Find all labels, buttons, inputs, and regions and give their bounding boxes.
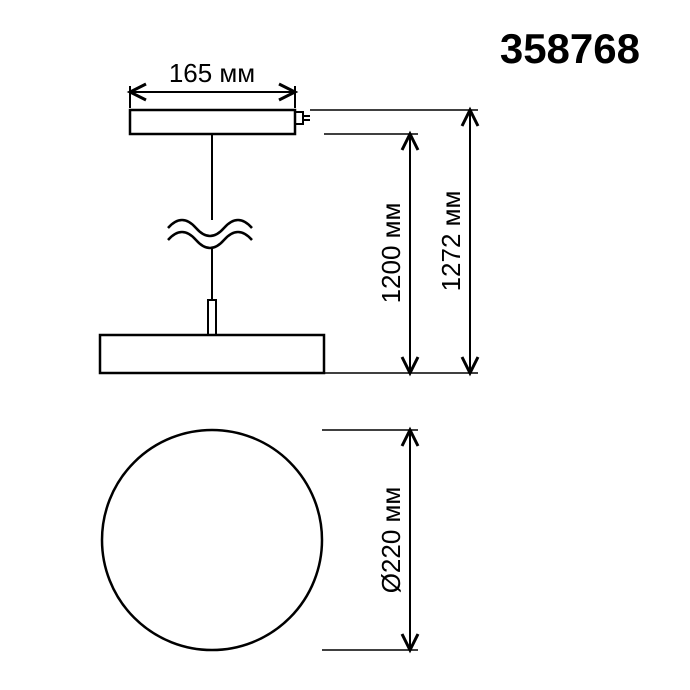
disc-bottom <box>102 430 322 650</box>
label-diameter: Ø220 мм <box>376 487 406 594</box>
disc-side <box>100 335 324 373</box>
technical-drawing: 165 мм 1200 мм <box>0 0 690 690</box>
strain-relief <box>208 300 216 335</box>
label-cable-length: 1200 мм <box>376 203 406 304</box>
dim-mount-width: 165 мм <box>130 58 295 108</box>
dim-diameter: Ø220 мм <box>322 430 418 650</box>
product-code: 358768 <box>500 25 640 73</box>
cable-break <box>168 220 252 248</box>
diagram-container: 358768 165 мм <box>0 0 690 690</box>
ceiling-mount <box>130 110 310 134</box>
label-total-height: 1272 мм <box>436 191 466 292</box>
label-mount-width: 165 мм <box>169 58 255 88</box>
